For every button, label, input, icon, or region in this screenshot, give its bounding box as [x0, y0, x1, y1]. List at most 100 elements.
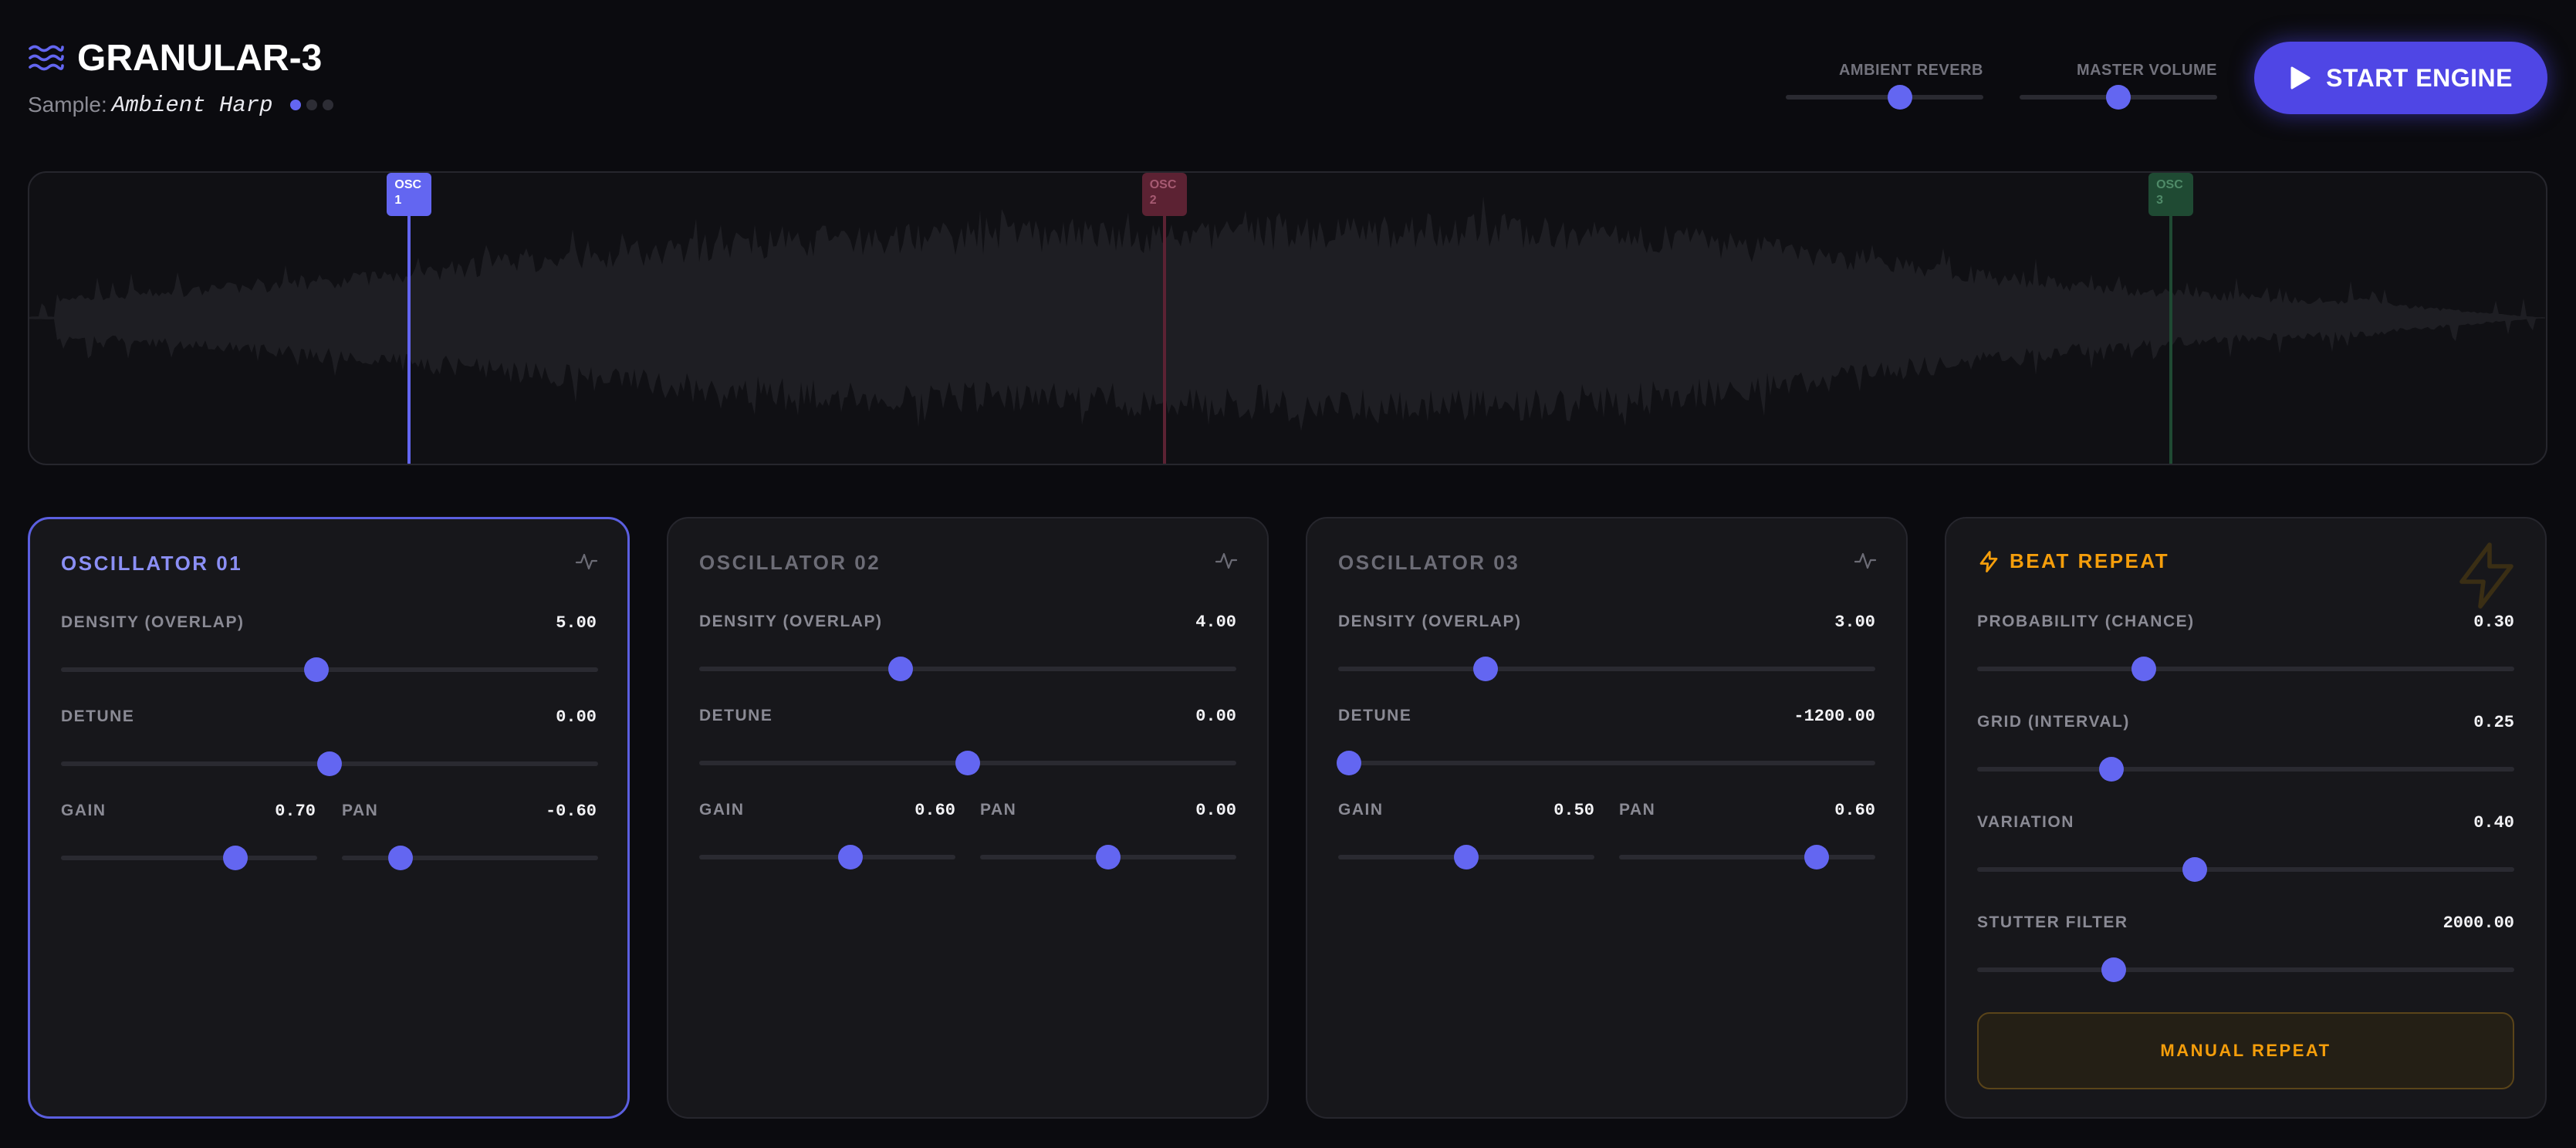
detune-label: DETUNE	[61, 707, 135, 725]
slider-thumb[interactable]	[1096, 845, 1121, 869]
variation-slider[interactable]	[1977, 857, 2514, 882]
slider-thumb[interactable]	[388, 846, 414, 870]
pan-label: PAN	[980, 801, 1017, 819]
osc-marker-1[interactable]: OSC 1	[387, 173, 432, 216]
gain-slider[interactable]	[1338, 845, 1594, 869]
beat-repeat-panel: BEAT REPEAT PROBABILITY (CHANCE) 0.30 GR…	[1945, 517, 2547, 1119]
slider-thumb[interactable]	[2099, 757, 2124, 782]
osc-marker-label: OSC	[2156, 178, 2183, 191]
oscillator-panel-3[interactable]: OSCILLATOR 03 DENSITY (OVERLAP) 3.00 DET…	[1306, 517, 1908, 1119]
stutter-filter-value: 2000.00	[2442, 913, 2514, 933]
slider-thumb[interactable]	[317, 751, 342, 776]
density-slider[interactable]	[1338, 657, 1875, 681]
osc-marker-line[interactable]	[2169, 173, 2173, 464]
slider-thumb[interactable]	[1473, 657, 1499, 681]
oscillator-title: OSCILLATOR 01	[61, 552, 243, 575]
play-icon	[2290, 66, 2311, 89]
activity-icon[interactable]	[575, 550, 598, 573]
pan-slider[interactable]	[1619, 845, 1875, 869]
slider-thumb[interactable]	[222, 846, 248, 870]
pan-slider[interactable]	[342, 846, 598, 870]
slider-thumb[interactable]	[955, 751, 980, 775]
activity-icon[interactable]	[1215, 549, 1238, 572]
probability-slider[interactable]	[1977, 657, 2514, 681]
slider-thumb[interactable]	[2101, 957, 2127, 982]
oscillator-panel-1[interactable]: OSCILLATOR 01 DENSITY (OVERLAP) 5.00 DET…	[28, 517, 630, 1119]
density-slider[interactable]	[699, 657, 1236, 681]
density-label: DENSITY (OVERLAP)	[61, 613, 245, 631]
master-volume-slider[interactable]	[2020, 85, 2217, 110]
beat-repeat-title: BEAT REPEAT	[2010, 549, 2170, 572]
pan-value: -0.60	[545, 802, 597, 821]
grid-slider[interactable]	[1977, 757, 2514, 782]
slider-thumb[interactable]	[888, 657, 913, 681]
osc-marker-number: 1	[394, 194, 402, 207]
master-volume-label: MASTER VOLUME	[2076, 62, 2217, 79]
slider-thumb[interactable]	[837, 845, 863, 869]
waves-icon	[29, 45, 64, 71]
pan-value: 0.60	[1834, 801, 1875, 820]
stutter-filter-slider[interactable]	[1977, 957, 2514, 982]
density-label: DENSITY (OVERLAP)	[1338, 613, 1522, 630]
osc-marker-2[interactable]: OSC 2	[1141, 173, 1187, 216]
slider-thumb[interactable]	[2106, 85, 2131, 110]
master-volume-control: MASTER VOLUME	[2020, 62, 2217, 110]
detune-value: 0.00	[556, 707, 597, 727]
probability-label: PROBABILITY (CHANCE)	[1977, 613, 2195, 630]
manual-repeat-button[interactable]: MANUAL REPEAT	[1977, 1012, 2514, 1089]
detune-slider[interactable]	[699, 751, 1236, 775]
slider-thumb[interactable]	[1336, 751, 1361, 775]
lightning-bolt-icon	[2459, 542, 2513, 609]
start-engine-button[interactable]: START ENGINE	[2254, 42, 2547, 114]
detune-slider[interactable]	[1336, 751, 1875, 775]
osc-marker-label: OSC	[1149, 178, 1177, 191]
osc-marker-3[interactable]: OSC 3	[2148, 173, 2194, 216]
oscillator-title: OSCILLATOR 03	[1338, 551, 1520, 574]
brand: GRANULAR-3	[28, 34, 322, 82]
gain-slider[interactable]	[699, 845, 955, 869]
slider-thumb[interactable]	[2131, 657, 2156, 681]
detune-slider[interactable]	[61, 751, 598, 776]
density-value: 4.00	[1195, 613, 1236, 632]
sample-dots	[289, 100, 333, 110]
slider-thumb[interactable]	[1454, 845, 1479, 869]
gain-slider[interactable]	[61, 846, 317, 870]
osc-marker-line[interactable]	[1162, 173, 1166, 464]
density-slider[interactable]	[61, 657, 598, 682]
density-label: DENSITY (OVERLAP)	[699, 613, 883, 630]
slider-thumb[interactable]	[1888, 85, 1913, 110]
waveform-display[interactable]: OSC 1 OSC 2 OSC 3	[28, 171, 2547, 465]
gain-label: GAIN	[1338, 801, 1384, 819]
waveform-shape	[29, 196, 2545, 431]
oscillator-panel-2[interactable]: OSCILLATOR 02 DENSITY (OVERLAP) 4.00 DET…	[667, 517, 1269, 1119]
osc-marker-label: OSC	[394, 178, 422, 191]
manual-repeat-label: MANUAL REPEAT	[2160, 1041, 2331, 1060]
sample-name[interactable]: Ambient Harp	[111, 92, 273, 118]
gain-value: 0.70	[275, 802, 316, 821]
oscillator-title: OSCILLATOR 02	[699, 551, 881, 574]
pan-slider[interactable]	[980, 845, 1236, 869]
activity-icon[interactable]	[1854, 549, 1877, 572]
osc-marker-number: 2	[1149, 194, 1157, 207]
lightning-bolt-icon	[1979, 550, 1998, 572]
waveform	[29, 196, 2545, 431]
variation-value: 0.40	[2473, 813, 2514, 832]
slider-thumb[interactable]	[1804, 845, 1829, 869]
pan-label: PAN	[342, 802, 379, 819]
ambient-reverb-slider[interactable]	[1786, 85, 1983, 110]
density-value: 5.00	[556, 613, 597, 633]
sample-dot[interactable]	[306, 100, 317, 110]
sample-dot[interactable]	[289, 100, 301, 110]
gain-value: 0.50	[1553, 801, 1594, 820]
ambient-reverb-label: AMBIENT REVERB	[1838, 62, 1983, 79]
gain-value: 0.60	[914, 801, 955, 820]
sample-dot[interactable]	[322, 100, 333, 110]
beat-repeat-header: BEAT REPEAT	[1977, 549, 2169, 573]
probability-value: 0.30	[2473, 613, 2514, 632]
grid-value: 0.25	[2473, 713, 2514, 732]
osc-marker-line[interactable]	[407, 173, 411, 464]
slider-thumb[interactable]	[303, 657, 329, 682]
slider-thumb[interactable]	[2182, 857, 2207, 882]
sample-label: Sample:	[28, 93, 107, 116]
